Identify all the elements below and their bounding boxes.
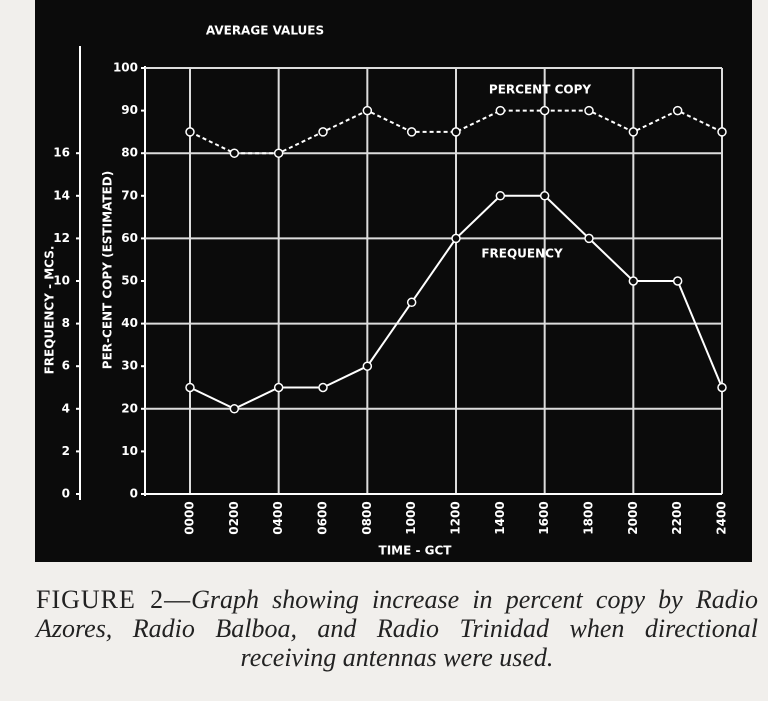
y2-tick-label: 0: [62, 487, 70, 501]
x-tick-label: 1000: [404, 501, 418, 534]
point: [584, 105, 594, 116]
y-tick-label: 90: [121, 103, 138, 117]
x-tick-label: 1600: [537, 501, 551, 534]
series-label: PERCENT COPY: [489, 83, 591, 97]
y-tick-label: 70: [121, 188, 138, 202]
y2-tick-label: 12: [53, 231, 70, 245]
point: [539, 105, 550, 116]
x-tick-label: 0400: [271, 501, 285, 534]
point: [362, 361, 373, 371]
y2-tick-label: 8: [62, 316, 70, 330]
x-tick-label: 1800: [582, 501, 596, 534]
caption-text: Graph showing increase in percent copy b…: [36, 585, 758, 672]
caption-label: FIGURE 2—: [36, 585, 192, 614]
point: [229, 148, 240, 158]
point: [362, 105, 373, 116]
series-label: FREQUENCY: [481, 247, 563, 261]
point: [672, 276, 683, 286]
point: [495, 191, 506, 201]
point: [584, 233, 594, 244]
x-tick-label: 1400: [493, 501, 507, 534]
x-tick-label: 0000: [183, 501, 197, 534]
caption: FIGURE 2—Graph showing increase in perce…: [36, 585, 758, 672]
y-tick-label: 0: [130, 487, 138, 501]
y-tick-label: 20: [121, 401, 138, 415]
x-tick-label: 2000: [626, 501, 640, 534]
y-tick-label: 80: [121, 146, 138, 160]
x-tick-label: 1200: [449, 501, 463, 534]
y2-tick-label: 6: [62, 359, 70, 373]
x-tick-label: 0200: [227, 501, 241, 534]
point: [406, 127, 417, 137]
point: [495, 105, 506, 116]
x-tick-label: 2400: [715, 501, 729, 534]
point: [273, 148, 284, 158]
point: [717, 382, 727, 393]
x-tick-label: 0800: [360, 501, 374, 534]
point: [628, 127, 639, 137]
y2-tick-label: 2: [62, 444, 70, 458]
y-tick-label: 60: [121, 231, 138, 245]
y-tick-label: 30: [121, 359, 138, 373]
y2-axis-label: FREQUENCY - MCS.: [43, 246, 57, 375]
point: [273, 382, 284, 393]
chart-title: AVERAGE VALUES: [206, 24, 324, 38]
y-tick-label: 100: [113, 61, 138, 75]
x-tick-label: 0600: [316, 501, 330, 534]
point: [318, 127, 328, 137]
y2-tick-label: 10: [53, 274, 70, 288]
y-tick-label: 10: [121, 444, 138, 458]
chart: AVERAGE VALUES TIME - GCT PER-CENT COPY …: [35, 0, 752, 562]
point: [451, 127, 461, 137]
x-axis-label: TIME - GCT: [379, 544, 453, 558]
point: [185, 127, 195, 137]
y2-tick-label: 14: [53, 188, 70, 202]
point: [229, 404, 240, 414]
y-tick-label: 50: [121, 274, 138, 288]
point: [717, 127, 727, 137]
y2-tick-label: 16: [53, 146, 70, 160]
point: [451, 233, 461, 244]
x-tick-label: 2200: [670, 501, 684, 534]
point: [539, 191, 550, 201]
point: [318, 382, 328, 393]
point: [406, 297, 417, 308]
y2-tick-label: 4: [62, 401, 70, 415]
y-axis-label: PER-CENT COPY (ESTIMATED): [101, 171, 115, 369]
point: [185, 382, 195, 393]
point: [628, 276, 639, 286]
point: [672, 105, 683, 116]
y-tick-label: 40: [121, 316, 138, 330]
